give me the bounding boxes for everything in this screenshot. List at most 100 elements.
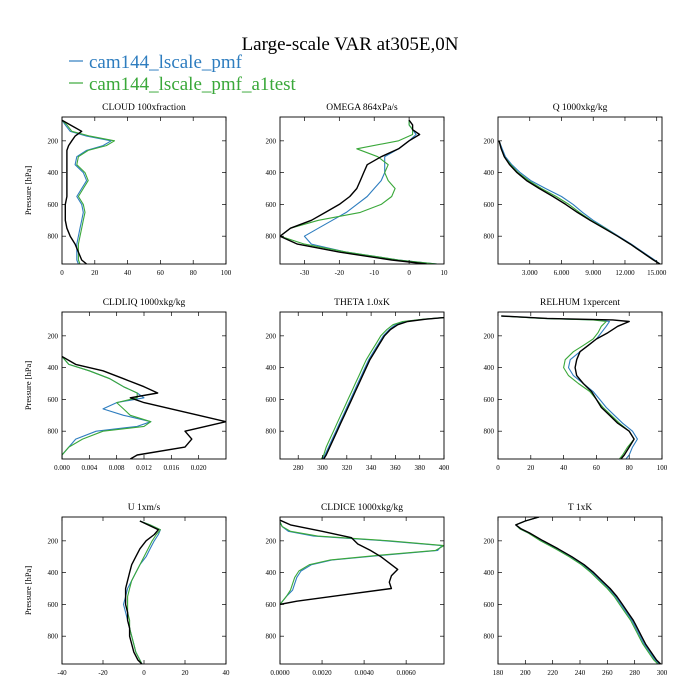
- series-line-pmf: [498, 140, 661, 264]
- series-line-pmf-a1test: [280, 521, 444, 605]
- series-line-reference: [515, 517, 662, 664]
- y-tick-label: 600: [48, 601, 59, 609]
- y-tick-label: 200: [484, 137, 495, 145]
- x-tick-label: 20: [527, 464, 535, 472]
- panel-7: U 1xm/s Pressure [hPa] -40 -20 0 20 40 200 400 60…: [23, 503, 230, 677]
- legend-label-2: cam144_lscale_pmf_a1test: [89, 74, 297, 95]
- plot-frame: [61, 516, 227, 665]
- y-tick-label: 200: [48, 537, 59, 545]
- y-tick-label: 800: [484, 233, 495, 241]
- x-tick-label: 280: [629, 669, 640, 677]
- x-tick-label: 0.008: [109, 464, 125, 472]
- panels-grid: CLOUD 100xfraction Pressure [hPa] 0 20 40 60 8…: [23, 102, 668, 677]
- x-tick-label: 0: [496, 464, 500, 472]
- y-tick-label: 600: [484, 396, 495, 404]
- y-tick-label: 400: [266, 569, 277, 577]
- panel-1: CLOUD 100xfraction Pressure [hPa] 0 20 40 60 8…: [23, 102, 232, 277]
- plot-frame: [497, 311, 663, 460]
- panel-4: CLDLIQ 1000xkg/kg Pressure [hPa] 0.000 0.00…: [23, 298, 227, 472]
- series-line-pmf-a1test: [515, 517, 659, 664]
- panel-title: RELHUM 1xpercent: [540, 298, 620, 308]
- y-tick-label: 200: [484, 332, 495, 340]
- y-tick-label: 200: [266, 332, 277, 340]
- x-tick-label: 300: [657, 669, 668, 677]
- y-tick-label: 800: [266, 633, 277, 641]
- y-tick-label: 800: [266, 233, 277, 241]
- series-line-reference: [62, 355, 226, 459]
- y-tick-label: 400: [48, 569, 59, 577]
- series-line-pmf-a1test: [280, 120, 438, 264]
- y-tick-label: 600: [48, 396, 59, 404]
- series-line-pmf: [501, 315, 638, 459]
- y-tick-label: 400: [48, 169, 59, 177]
- y-tick-label: 800: [48, 633, 59, 641]
- series-line-pmf-a1test: [127, 520, 161, 664]
- plot-frame: [279, 116, 445, 265]
- x-tick-label: 0.0020: [312, 669, 332, 677]
- x-tick-label: 80: [626, 464, 634, 472]
- x-tick-label: 9.000: [585, 269, 601, 277]
- x-tick-label: 0.0060: [397, 669, 417, 677]
- y-tick-label: 800: [48, 428, 59, 436]
- panel-title: THETA 1.0xK: [334, 298, 390, 308]
- figure-title: Large-scale VAR at305E,0N: [242, 34, 459, 55]
- x-tick-label: 300: [317, 464, 328, 472]
- y-tick-label: 400: [266, 169, 277, 177]
- series-line-pmf-a1test: [498, 140, 661, 264]
- series-line-reference: [501, 315, 635, 459]
- y-tick-label: 800: [484, 633, 495, 641]
- x-tick-label: 380: [414, 464, 425, 472]
- panel-5: THETA 1.0xK 280 300 320 340 360 380 400 200 400 60…: [266, 298, 450, 472]
- x-tick-label: 0.012: [136, 464, 152, 472]
- y-tick-label: 600: [484, 601, 495, 609]
- series-line-reference: [62, 119, 88, 264]
- legend: cam144_lscale_pmf cam144_lscale_pmf_a1te…: [69, 52, 297, 95]
- panel-title: CLDLIQ 1000xkg/kg: [103, 298, 186, 308]
- x-tick-label: -40: [57, 669, 67, 677]
- plot-frame: [61, 116, 227, 265]
- y-tick-label: 200: [266, 137, 277, 145]
- series-line-pmf: [62, 119, 112, 264]
- y-tick-label: 600: [266, 601, 277, 609]
- x-tick-label: 200: [520, 669, 531, 677]
- x-tick-label: 100: [221, 269, 232, 277]
- legend-label-1: cam144_lscale_pmf: [89, 52, 243, 73]
- x-tick-label: 0.020: [191, 464, 207, 472]
- y-tick-label: 200: [48, 332, 59, 340]
- x-tick-label: 260: [602, 669, 613, 677]
- y-tick-label: 400: [484, 169, 495, 177]
- y-tick-label: 600: [266, 396, 277, 404]
- series-line-pmf-a1test: [62, 119, 116, 264]
- x-tick-label: 0.000: [54, 464, 70, 472]
- y-tick-label: 800: [266, 428, 277, 436]
- x-tick-label: 40: [124, 269, 132, 277]
- x-tick-label: 0: [142, 669, 146, 677]
- x-tick-label: 3.000: [522, 269, 538, 277]
- panel-title: OMEGA 864xPa/s: [326, 103, 398, 113]
- x-tick-label: -10: [370, 269, 380, 277]
- x-tick-label: 80: [190, 269, 198, 277]
- series-line-pmf-a1test: [62, 356, 152, 459]
- y-tick-label: 600: [266, 201, 277, 209]
- x-tick-label: 0.0000: [270, 669, 290, 677]
- y-tick-label: 400: [48, 364, 59, 372]
- series-line-reference: [124, 520, 160, 664]
- x-tick-label: 320: [342, 464, 353, 472]
- y-tick-label: 600: [48, 201, 59, 209]
- y-tick-label: 200: [48, 137, 59, 145]
- series-line-reference: [323, 316, 444, 459]
- x-tick-label: 180: [493, 669, 504, 677]
- x-tick-label: 15.000: [647, 269, 667, 277]
- panel-title: Q 1000xkg/kg: [553, 103, 608, 113]
- x-tick-label: 40: [223, 669, 231, 677]
- panel-6: RELHUM 1xpercent 0 20 40 60 80 100 200 400 600 800: [484, 298, 668, 472]
- panel-8: CLDICE 1000xkg/kg 0.0000 0.0020 0.0040 0.006…: [266, 503, 445, 677]
- y-tick-label: 200: [484, 537, 495, 545]
- x-tick-label: 240: [575, 669, 586, 677]
- y-tick-label: 400: [266, 364, 277, 372]
- y-tick-label: 800: [48, 233, 59, 241]
- y-tick-label: 200: [266, 537, 277, 545]
- x-tick-label: -30: [300, 269, 310, 277]
- x-tick-label: 6.000: [554, 269, 570, 277]
